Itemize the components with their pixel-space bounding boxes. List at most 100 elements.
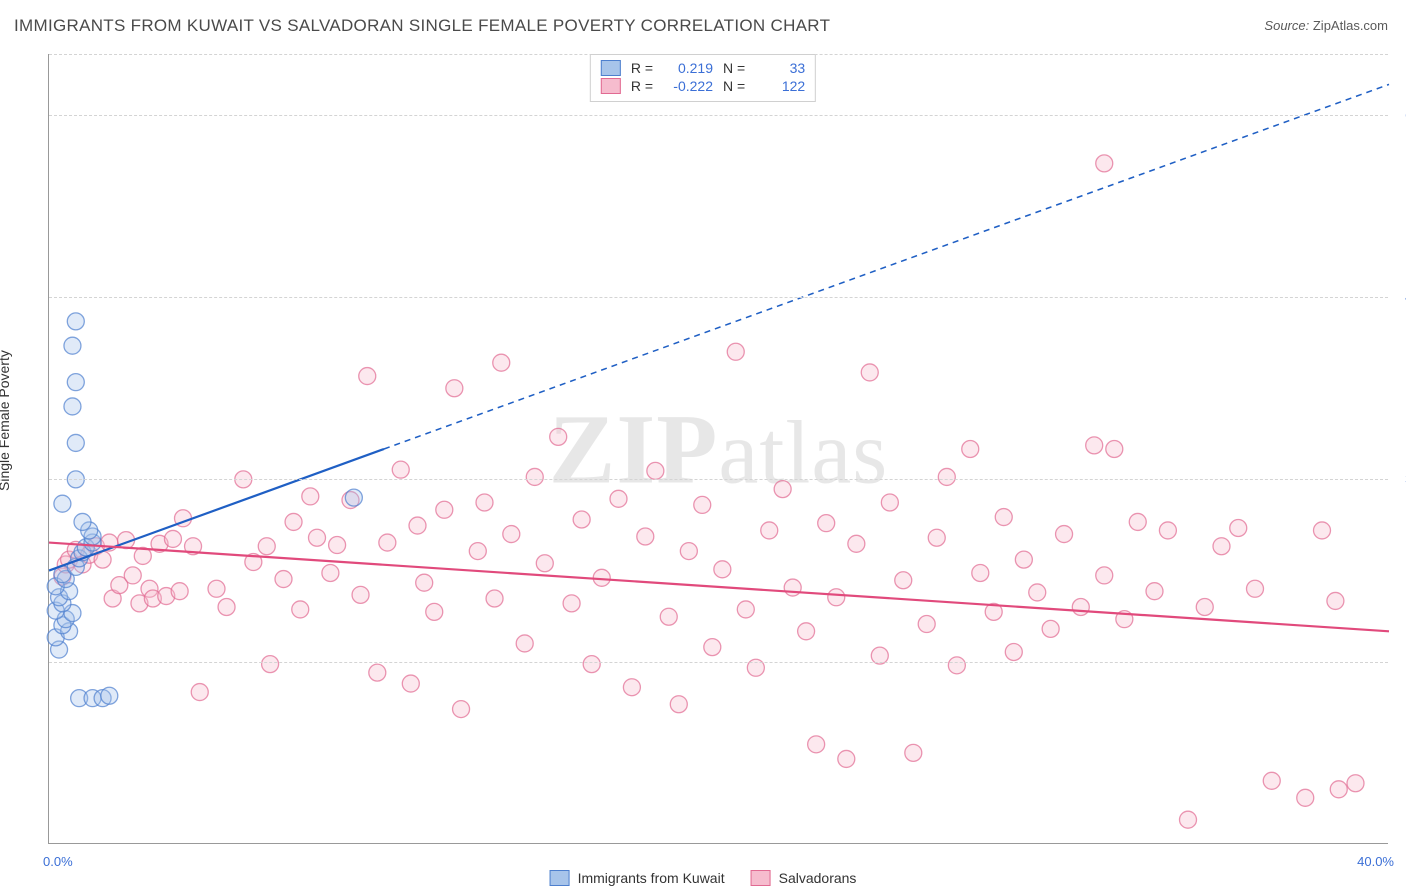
data-point <box>536 555 553 572</box>
n-value-series2: 122 <box>751 78 805 94</box>
chart-svg <box>49 54 1388 843</box>
data-point <box>345 489 362 506</box>
data-point <box>1297 789 1314 806</box>
data-point <box>67 374 84 391</box>
data-point <box>171 583 188 600</box>
data-point <box>469 543 486 560</box>
data-point <box>322 564 339 581</box>
data-point <box>928 529 945 546</box>
data-point <box>409 517 426 534</box>
data-point <box>329 537 346 554</box>
data-point <box>369 664 386 681</box>
data-point <box>848 535 865 552</box>
data-point <box>1196 599 1213 616</box>
data-point <box>486 590 503 607</box>
data-point <box>1086 437 1103 454</box>
data-point <box>1015 551 1032 568</box>
data-point <box>74 513 91 530</box>
data-point <box>1096 567 1113 584</box>
y-tick-label: 30.0% <box>1394 472 1406 487</box>
data-point <box>798 623 815 640</box>
data-point <box>476 494 493 511</box>
n-value-series1: 33 <box>751 60 805 76</box>
data-point <box>67 313 84 330</box>
data-point <box>1042 620 1059 637</box>
correlation-stats-box: R = 0.219 N = 33 R = -0.222 N = 122 <box>590 54 816 102</box>
x-axis-max-label: 40.0% <box>1357 854 1394 869</box>
data-point <box>208 580 225 597</box>
data-point <box>670 696 687 713</box>
plot-area: ZIPatlas 0.0% 40.0% 15.0%30.0%45.0%60.0% <box>48 54 1388 844</box>
n-label: N = <box>723 60 745 76</box>
data-point <box>392 461 409 478</box>
data-point <box>838 750 855 767</box>
y-tick-label: 15.0% <box>1394 654 1406 669</box>
gridline <box>49 297 1388 298</box>
data-point <box>573 511 590 528</box>
source-value: ZipAtlas.com <box>1313 18 1388 33</box>
x-axis-min-label: 0.0% <box>43 854 73 869</box>
legend-item-series2: Salvadorans <box>751 870 857 886</box>
data-point <box>1005 643 1022 660</box>
data-point <box>1180 811 1197 828</box>
stats-row-series1: R = 0.219 N = 33 <box>601 59 805 77</box>
data-point <box>895 572 912 589</box>
legend-label-series2: Salvadorans <box>779 870 857 886</box>
data-point <box>416 574 433 591</box>
data-point <box>1314 522 1331 539</box>
stats-row-series2: R = -0.222 N = 122 <box>601 77 805 95</box>
data-point <box>1096 155 1113 172</box>
data-point <box>647 462 664 479</box>
data-point <box>124 567 141 584</box>
source-attribution: Source: ZipAtlas.com <box>1264 18 1388 33</box>
data-point <box>164 530 181 547</box>
data-point <box>359 368 376 385</box>
data-point <box>285 513 302 530</box>
data-point <box>761 522 778 539</box>
gridline <box>49 479 1388 480</box>
legend-item-series1: Immigrants from Kuwait <box>550 870 725 886</box>
data-point <box>436 501 453 518</box>
data-point <box>694 496 711 513</box>
y-tick-label: 60.0% <box>1394 107 1406 122</box>
data-point <box>218 599 235 616</box>
chart-title: IMMIGRANTS FROM KUWAIT VS SALVADORAN SIN… <box>14 16 830 36</box>
data-point <box>493 354 510 371</box>
data-point <box>379 534 396 551</box>
data-point <box>1347 775 1364 792</box>
data-point <box>1072 599 1089 616</box>
y-tick-label: 45.0% <box>1394 290 1406 305</box>
data-point <box>861 364 878 381</box>
r-label: R = <box>631 60 653 76</box>
source-label: Source: <box>1264 18 1309 33</box>
data-point <box>680 543 697 560</box>
data-point <box>550 428 567 445</box>
data-point <box>258 538 275 555</box>
data-point <box>1056 526 1073 543</box>
data-point <box>918 616 935 633</box>
r-value-series1: 0.219 <box>659 60 713 76</box>
data-point <box>262 656 279 673</box>
data-point <box>714 561 731 578</box>
data-point <box>563 595 580 612</box>
data-point <box>516 635 533 652</box>
y-axis-title: Single Female Poverty <box>0 350 12 491</box>
data-point <box>583 656 600 673</box>
data-point <box>1263 772 1280 789</box>
data-point <box>1213 538 1230 555</box>
gridline <box>49 662 1388 663</box>
data-point <box>1029 584 1046 601</box>
data-point <box>660 608 677 625</box>
data-point <box>402 675 419 692</box>
data-point <box>905 744 922 761</box>
data-point <box>526 468 543 485</box>
r-value-series2: -0.222 <box>659 78 713 94</box>
data-point <box>610 490 627 507</box>
data-point <box>774 481 791 498</box>
legend-label-series1: Immigrants from Kuwait <box>578 870 725 886</box>
data-point <box>995 509 1012 526</box>
data-point <box>704 639 721 656</box>
data-point <box>1247 580 1264 597</box>
data-point <box>623 679 640 696</box>
data-point <box>1106 441 1123 458</box>
